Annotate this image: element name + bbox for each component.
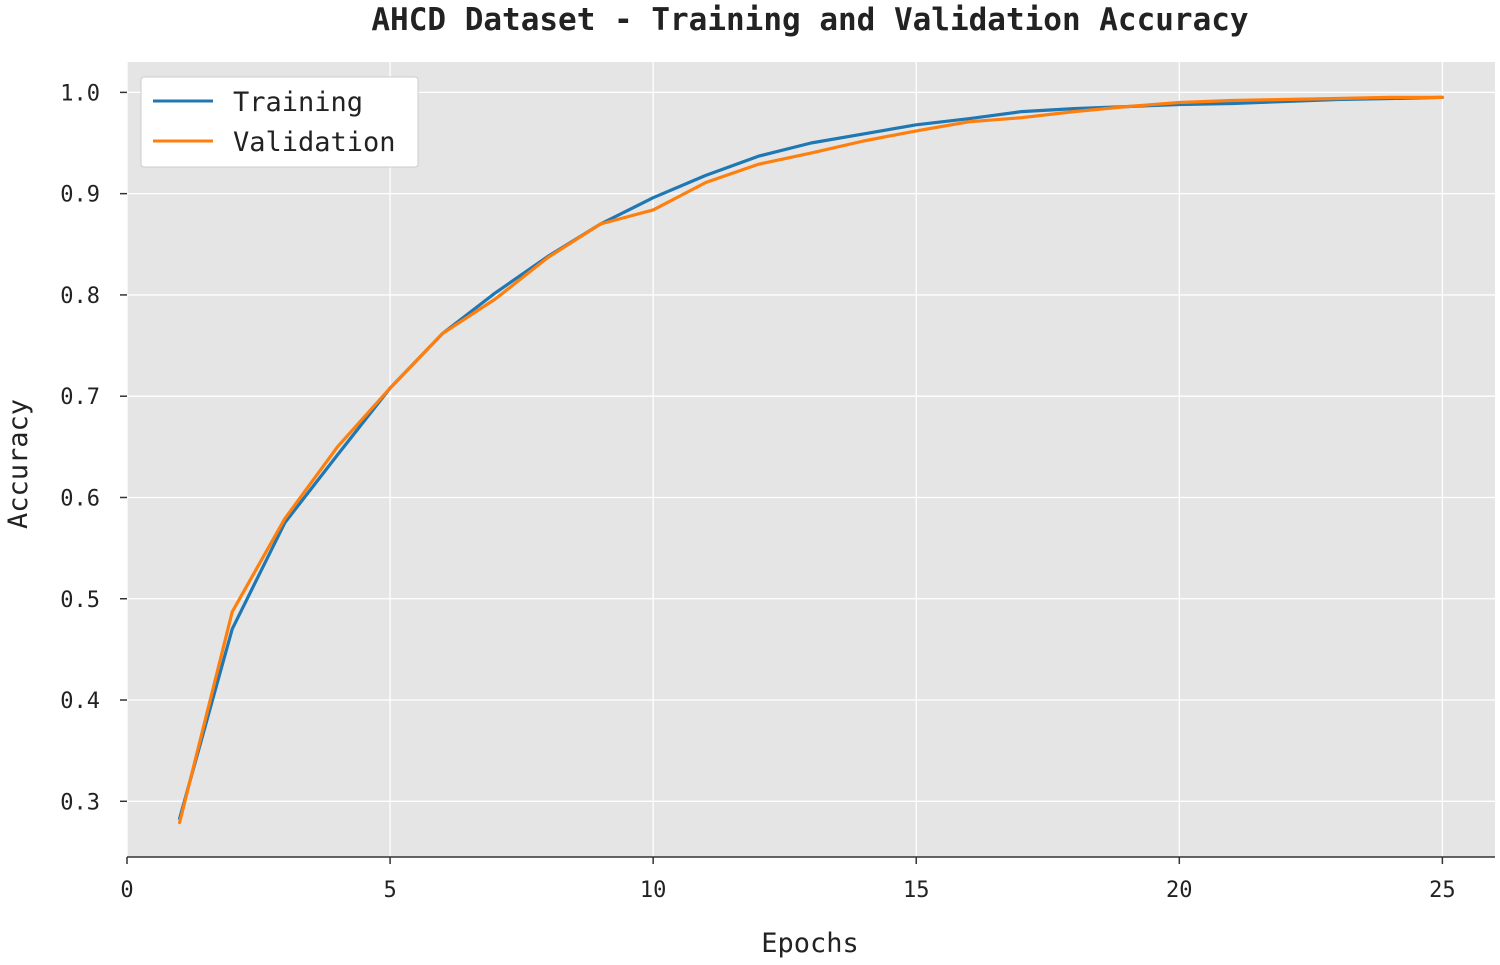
series-lines <box>178 95 1445 825</box>
y-tick-label: 0.3 <box>60 790 100 815</box>
x-axis-label: Epochs <box>761 928 859 959</box>
y-tick-label: 0.7 <box>60 385 100 410</box>
y-tick-label: 1.0 <box>60 81 100 106</box>
axes: 0 5 10 15 20 25 0.3 0.4 0.5 0.6 0.7 0.8 0.9 1.0 <box>60 81 1495 903</box>
x-tick-label: 5 <box>383 878 396 903</box>
x-tick-label: 25 <box>1429 878 1456 903</box>
x-tick-label: 0 <box>120 878 133 903</box>
y-tick-label: 0.6 <box>60 486 100 511</box>
x-tick-label: 15 <box>903 878 930 903</box>
y-axis-label: Accuracy <box>3 399 34 529</box>
x-tick-label: 10 <box>640 878 667 903</box>
legend: Training Validation <box>140 76 419 168</box>
gridlines <box>126 62 1495 857</box>
y-tick-label: 0.4 <box>60 689 100 714</box>
y-tick-label: 0.5 <box>60 588 100 613</box>
legend-label-training: Training <box>233 87 363 118</box>
x-tick-label: 20 <box>1166 878 1193 903</box>
legend-label-validation: Validation <box>233 127 396 158</box>
y-tick-label: 0.9 <box>60 183 100 208</box>
y-tick-label: 0.8 <box>60 284 100 309</box>
plot-area <box>127 62 1495 857</box>
series-line-validation <box>178 95 1445 825</box>
chart-title: AHCD Dataset - Training and Validation A… <box>371 2 1248 38</box>
